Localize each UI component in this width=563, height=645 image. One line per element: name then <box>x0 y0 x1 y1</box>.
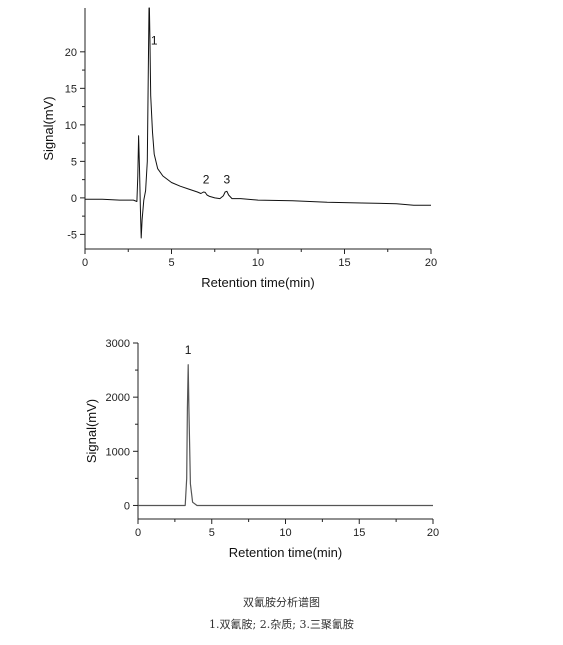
x-tick-label: 20 <box>427 527 439 539</box>
y-tick-label: 0 <box>124 500 130 512</box>
peak-label: 1 <box>151 34 158 48</box>
peak-label: 2 <box>203 172 210 186</box>
x-tick-label: 15 <box>338 257 350 269</box>
y-tick-label: 5 <box>71 156 77 168</box>
y-tick-label: 10 <box>65 120 77 132</box>
x-axis-title: Retention time(min) <box>229 545 342 560</box>
caption-title: 双氰胺分析谱图 <box>243 596 320 609</box>
y-axis-title: Signal(mV) <box>41 96 56 160</box>
y-tick-label: -5 <box>67 229 77 241</box>
x-tick-label: 10 <box>252 257 264 269</box>
chart-bottom: 0 5 10 15 20 0 1000 2000 3000 Retention time(min)… <box>84 338 439 560</box>
y-tick-label: 0 <box>71 193 77 205</box>
x-tick-label: 20 <box>425 257 437 269</box>
chart-top: 0 5 10 15 20 -5 0 5 10 15 20 Retention time(min) Sig… <box>41 7 437 290</box>
x-tick-label: 0 <box>82 257 88 269</box>
x-tick-label: 5 <box>209 527 215 539</box>
series-line <box>85 7 431 239</box>
x-axis-title: Retention time(min) <box>201 275 314 290</box>
series-line <box>138 364 433 507</box>
x-tick-label: 0 <box>135 527 141 539</box>
peak-label: 1 <box>185 343 192 357</box>
peak-label: 3 <box>224 172 231 186</box>
y-tick-label: 2000 <box>106 392 130 404</box>
caption-legend: 1.双氰胺; 2.杂质; 3.三聚氰胺 <box>209 618 354 631</box>
x-tick-label: 10 <box>279 527 291 539</box>
y-tick-label: 1000 <box>106 446 130 458</box>
x-tick-label: 5 <box>168 257 174 269</box>
y-tick-label: 3000 <box>106 338 130 350</box>
y-tick-label: 15 <box>65 83 77 95</box>
y-axis-title: Signal(mV) <box>84 399 99 463</box>
y-tick-label: 20 <box>65 47 77 59</box>
x-tick-label: 15 <box>353 527 365 539</box>
